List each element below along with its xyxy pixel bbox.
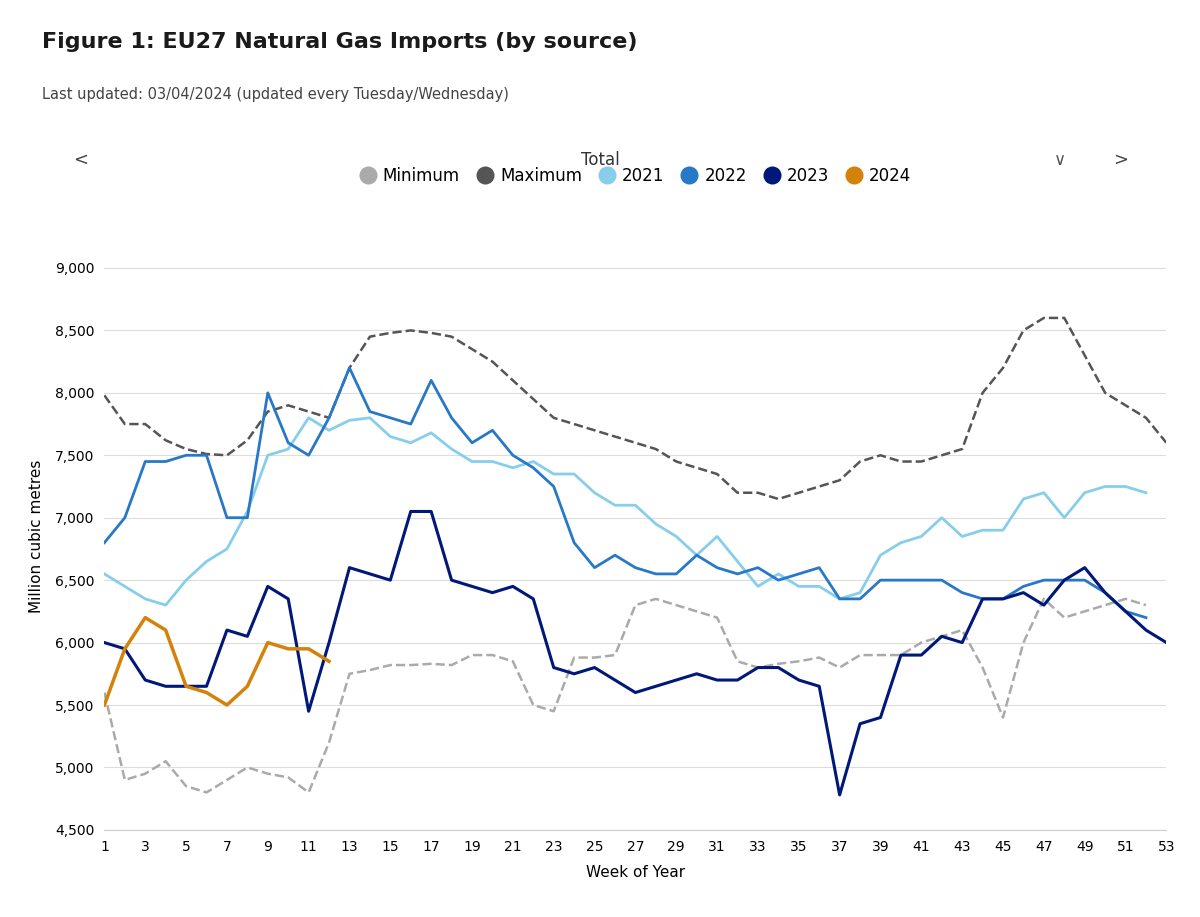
Text: Total: Total: [581, 150, 620, 169]
Y-axis label: Million cubic metres: Million cubic metres: [29, 459, 44, 613]
Text: ∨: ∨: [1055, 150, 1067, 169]
Text: Figure 1: EU27 Natural Gas Imports (by source): Figure 1: EU27 Natural Gas Imports (by s…: [42, 32, 637, 52]
X-axis label: Week of Year: Week of Year: [586, 865, 685, 879]
Text: Last updated: 03/04/2024 (updated every Tuesday/Wednesday): Last updated: 03/04/2024 (updated every …: [42, 87, 509, 102]
Text: >: >: [1114, 150, 1128, 169]
Text: <: <: [73, 150, 88, 169]
Legend: Minimum, Maximum, 2021, 2022, 2023, 2024: Minimum, Maximum, 2021, 2022, 2023, 2024: [353, 160, 918, 192]
